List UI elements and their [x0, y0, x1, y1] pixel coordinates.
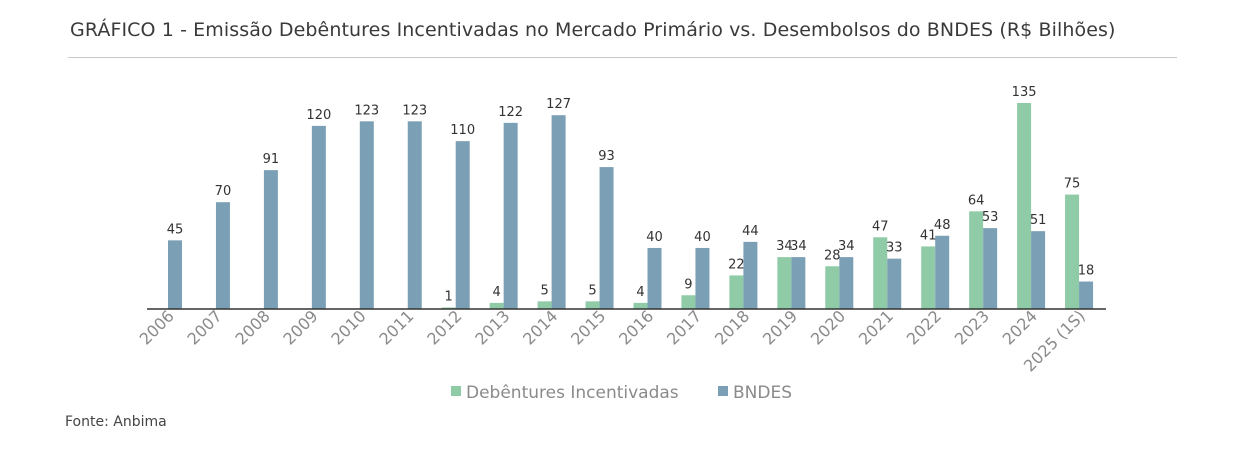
- legend: Debêntures Incentivadas BNDES: [451, 383, 792, 403]
- label-debentures-2024: 135: [1012, 85, 1037, 100]
- label-bndes-2015: 93: [598, 149, 615, 164]
- legend-swatch-bndes: [718, 386, 728, 396]
- bar-bndes-2015: [599, 167, 614, 309]
- label-bndes-2016: 40: [646, 230, 663, 245]
- bar-debentures-2015: [585, 301, 600, 309]
- x-tick-2017: 2017: [663, 306, 705, 348]
- bar-bndes-2013: [503, 122, 518, 309]
- bar-debentures-2016: [633, 302, 648, 309]
- x-tick-2011: 2011: [375, 306, 417, 348]
- label-debentures-2017: 9: [684, 277, 692, 292]
- label-debentures-2018: 22: [728, 257, 745, 272]
- bar-debentures-2022: [921, 246, 936, 309]
- label-debentures-2015: 5: [588, 283, 596, 298]
- x-tick-2023: 2023: [951, 306, 993, 348]
- label-bndes-2022: 48: [934, 218, 951, 233]
- x-tick-2009: 2009: [279, 306, 321, 348]
- label-bndes-2019: 34: [790, 239, 807, 254]
- x-tick-2020: 2020: [807, 306, 849, 348]
- x-tick-2008: 2008: [232, 306, 274, 348]
- label-bndes-2008: 91: [263, 152, 280, 167]
- label-debentures-2021: 47: [872, 219, 889, 234]
- label-bndes-2007: 70: [215, 184, 232, 199]
- label-debentures-2020: 28: [824, 248, 841, 263]
- data-labels-layer: 45 70 91 120 123 123 1 110 4 122 5 127 5 93 4 40 9 40 22 44…: [167, 85, 1095, 304]
- label-bndes-2006: 45: [167, 222, 184, 237]
- label-bndes-2020: 34: [838, 239, 855, 254]
- bar-bndes-2014: [551, 115, 566, 310]
- label-debentures-2019: 34: [776, 239, 793, 254]
- bar-bndes-2012: [455, 141, 470, 309]
- bar-bndes-2010: [359, 121, 374, 309]
- bar-bndes-2019: [791, 257, 806, 309]
- label-debentures-2023: 64: [968, 193, 985, 208]
- bar-bndes-2016: [647, 247, 662, 309]
- bar-debentures-2014: [537, 301, 552, 309]
- bar-debentures-2019: [777, 257, 792, 309]
- bars-layer: [168, 103, 1094, 310]
- title-divider: [68, 57, 1177, 58]
- x-tick-2006: 2006: [136, 306, 178, 348]
- label-bndes-2023: 53: [982, 210, 999, 225]
- bar-bndes-2020: [839, 257, 854, 309]
- label-debentures-2016: 4: [636, 285, 644, 300]
- x-tick-2013: 2013: [471, 306, 513, 348]
- bar-debentures-2017: [681, 295, 696, 309]
- label-debentures-20251S: 75: [1064, 177, 1081, 192]
- label-debentures-2022: 41: [920, 228, 937, 243]
- x-tick-labels-layer: 2006 2007 2008 2009 2010 2011 2012 2013 2014 2015…: [136, 306, 1089, 375]
- bar-bndes-2021: [887, 258, 902, 309]
- bar-bndes-2024: [1031, 231, 1046, 309]
- bar-bndes-2009: [311, 125, 326, 309]
- label-bndes-2018: 44: [742, 224, 759, 239]
- label-bndes-20251S: 18: [1078, 264, 1095, 279]
- bar-bndes-2006: [168, 240, 182, 309]
- bar-debentures-20251S: [1065, 194, 1080, 309]
- legend-label-debentures: Debêntures Incentivadas: [466, 383, 679, 403]
- source-note: Fonte: Anbima: [65, 414, 167, 430]
- label-bndes-2012: 110: [450, 123, 475, 138]
- bar-debentures-2012: [441, 307, 456, 309]
- bar-bndes-20251S: [1079, 281, 1094, 309]
- label-bndes-2010: 123: [354, 103, 379, 118]
- chart-title: GRÁFICO 1 - Emissão Debêntures Incentiva…: [70, 19, 1116, 41]
- x-tick-2014: 2014: [519, 306, 561, 348]
- bar-bndes-2011: [407, 121, 422, 309]
- bar-bndes-2023: [983, 228, 998, 309]
- label-bndes-2013: 122: [498, 105, 523, 120]
- bar-bndes-2017: [695, 247, 710, 309]
- x-tick-2012: 2012: [423, 306, 465, 348]
- x-tick-2007: 2007: [184, 306, 226, 348]
- chart: 45 70 91 120 123 123 1 110 4 122 5 127 5 93 4 40 9 40 22 44…: [136, 85, 1106, 403]
- bar-bndes-2018: [743, 241, 758, 309]
- bar-debentures-2024: [1017, 103, 1032, 309]
- bar-bndes-2022: [935, 235, 950, 309]
- bar-bndes-2008: [263, 170, 278, 309]
- bar-debentures-2013: [489, 302, 504, 309]
- x-tick-2015: 2015: [567, 306, 609, 348]
- label-bndes-2009: 120: [306, 108, 331, 123]
- label-bndes-2017: 40: [694, 230, 711, 245]
- bar-debentures-2018: [729, 275, 744, 309]
- x-tick-2019: 2019: [759, 306, 801, 348]
- legend-label-bndes: BNDES: [733, 383, 792, 403]
- label-bndes-2011: 123: [402, 103, 427, 118]
- x-tick-2016: 2016: [615, 306, 657, 348]
- label-debentures-2012: 1: [445, 289, 453, 304]
- x-tick-2024: 2024: [999, 306, 1041, 348]
- label-bndes-2014: 127: [546, 97, 571, 112]
- x-tick-2010: 2010: [327, 306, 369, 348]
- label-bndes-2024: 51: [1030, 213, 1047, 228]
- label-bndes-2021: 33: [886, 241, 903, 256]
- label-debentures-2014: 5: [540, 283, 548, 298]
- bar-debentures-2021: [873, 237, 888, 309]
- bar-debentures-2020: [825, 266, 840, 309]
- bar-bndes-2007: [215, 202, 230, 309]
- x-tick-2018: 2018: [711, 306, 753, 348]
- bar-debentures-2023: [969, 211, 984, 309]
- x-tick-2022: 2022: [903, 306, 945, 348]
- legend-swatch-debentures: [451, 386, 461, 396]
- x-tick-2021: 2021: [855, 306, 897, 348]
- label-debentures-2013: 4: [493, 285, 501, 300]
